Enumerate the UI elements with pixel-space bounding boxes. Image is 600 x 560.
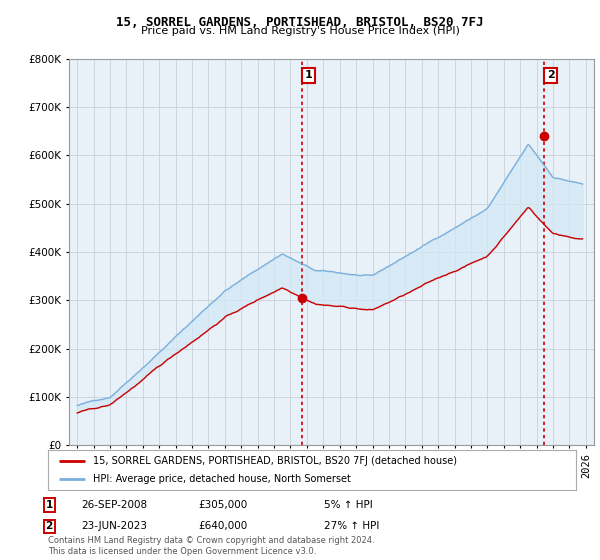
Text: 15, SORREL GARDENS, PORTISHEAD, BRISTOL, BS20 7FJ (detached house): 15, SORREL GARDENS, PORTISHEAD, BRISTOL,…	[93, 456, 457, 465]
Text: 1: 1	[305, 71, 313, 81]
Text: Price paid vs. HM Land Registry's House Price Index (HPI): Price paid vs. HM Land Registry's House …	[140, 26, 460, 36]
Text: £640,000: £640,000	[198, 521, 247, 531]
Text: 2: 2	[46, 521, 53, 531]
Text: £305,000: £305,000	[198, 500, 247, 510]
Text: HPI: Average price, detached house, North Somerset: HPI: Average price, detached house, Nort…	[93, 474, 351, 484]
Text: 26-SEP-2008: 26-SEP-2008	[81, 500, 147, 510]
Text: 27% ↑ HPI: 27% ↑ HPI	[324, 521, 379, 531]
Text: 2: 2	[547, 71, 554, 81]
Text: 1: 1	[46, 500, 53, 510]
Text: 15, SORREL GARDENS, PORTISHEAD, BRISTOL, BS20 7FJ: 15, SORREL GARDENS, PORTISHEAD, BRISTOL,…	[116, 16, 484, 29]
Text: 23-JUN-2023: 23-JUN-2023	[81, 521, 147, 531]
Text: Contains HM Land Registry data © Crown copyright and database right 2024.
This d: Contains HM Land Registry data © Crown c…	[48, 536, 374, 556]
Text: 5% ↑ HPI: 5% ↑ HPI	[324, 500, 373, 510]
